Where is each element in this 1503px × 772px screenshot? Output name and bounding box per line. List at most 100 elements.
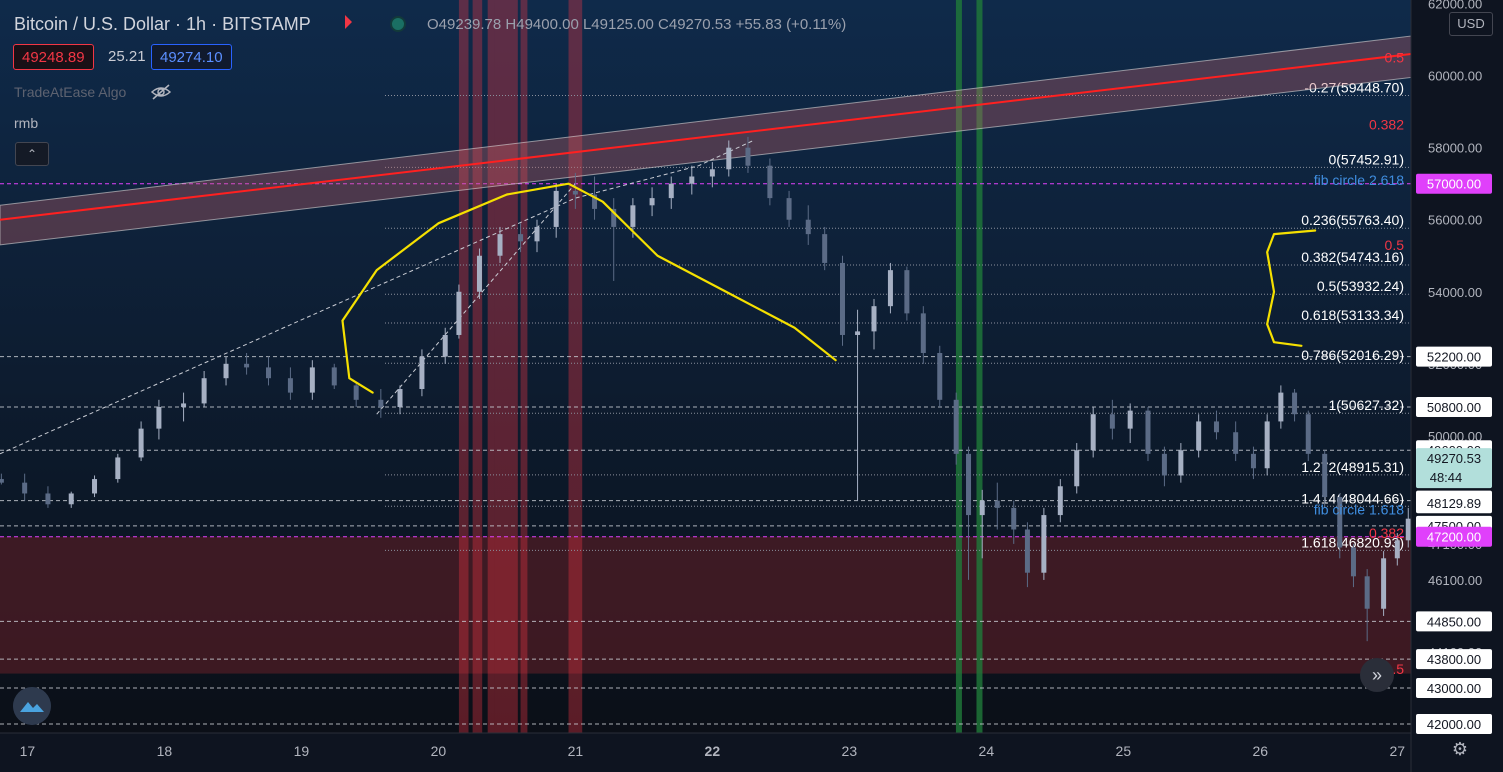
candle-61 [1161, 446, 1167, 487]
y-tick-label-11: 58000.00 [1428, 141, 1482, 156]
candle-body-1 [22, 482, 28, 494]
candle-59 [1127, 403, 1133, 444]
fib-circle-label-0: fib circle 2.618 [1314, 172, 1404, 188]
candle-8 [181, 392, 187, 422]
candle-body-66 [1250, 453, 1256, 469]
x-tick-label-3: 20 [431, 743, 447, 759]
candle-43 [871, 298, 877, 350]
candle-body-63 [1196, 421, 1202, 451]
green-line-0 [955, 0, 962, 733]
candle-22 [476, 248, 482, 299]
price-tag-label-2: 50800.00 [1427, 400, 1481, 415]
red-band-3 [494, 0, 518, 733]
currency-button[interactable]: USD [1449, 12, 1493, 36]
price-tag-5 [1416, 493, 1492, 514]
symbol-title[interactable]: Bitcoin / U.S. Dollar · 1h · BITSTAMP [14, 14, 311, 34]
price-tag-9 [1416, 649, 1492, 670]
candle-72 [1337, 493, 1343, 559]
candle-51 [994, 482, 1000, 530]
candle-body-38 [786, 198, 792, 220]
candle-62 [1178, 443, 1184, 483]
candle-body-72 [1337, 497, 1343, 548]
indicator-legend-algo[interactable]: TradeAtEase Algo [14, 84, 127, 100]
candle-body-43 [871, 306, 877, 332]
candle-body-64 [1213, 421, 1219, 433]
red-band-5 [568, 0, 583, 733]
indicator-legend-rmb[interactable]: rmb [14, 115, 39, 131]
candle-body-49 [966, 453, 972, 516]
candle-20 [442, 327, 448, 364]
trendline-dashed-2 [376, 183, 576, 415]
fib-label-5: 0.618(53133.34) [1301, 307, 1404, 323]
x-tick-label-2: 19 [294, 743, 310, 759]
candle-35 [726, 140, 732, 177]
price-tag-label-1: 52200.00 [1427, 350, 1481, 365]
candle-body-5 [115, 457, 121, 480]
candle-body-62 [1178, 450, 1184, 476]
candle-75 [1381, 551, 1387, 616]
candle-10 [223, 356, 229, 386]
tradingview-logo-icon[interactable] [13, 687, 51, 725]
yellow-curve [341, 182, 837, 394]
price-tag-label-8: 44850.00 [1427, 614, 1481, 629]
candle-body-74 [1364, 576, 1370, 609]
candle-body-18 [397, 389, 403, 408]
candle-14 [309, 360, 315, 400]
candle-body-35 [726, 147, 732, 170]
candle-44 [887, 262, 893, 314]
candle-body-75 [1381, 558, 1387, 609]
candle-39 [805, 205, 811, 245]
red-label-3: 0.382 [1369, 525, 1404, 541]
candle-21 [456, 284, 462, 339]
sell-price-button[interactable]: 49248.89 [13, 44, 94, 70]
y-tick-label-7: 50000.00 [1428, 429, 1482, 444]
candle-63 [1196, 414, 1202, 458]
candle-body-56 [1074, 450, 1080, 487]
candle-body-29 [611, 208, 617, 227]
x-tick-label-10: 27 [1390, 743, 1406, 759]
fib-circle-label-1: fib circle 1.618 [1314, 501, 1404, 517]
price-axis [1411, 0, 1503, 772]
candle-70 [1305, 410, 1311, 462]
green-line-1 [976, 0, 983, 733]
price-tag-label-9: 43800.00 [1427, 652, 1481, 667]
scroll-to-realtime-button[interactable]: » [1360, 658, 1394, 692]
candle-15 [331, 363, 337, 390]
candle-body-69 [1292, 392, 1298, 415]
channel-midline [0, 53, 1412, 221]
last-price-tag [1416, 448, 1492, 489]
candle-54 [1041, 507, 1047, 580]
collapse-legend-button[interactable]: ⌃ [15, 142, 49, 166]
candle-52 [1011, 500, 1017, 544]
candle-69 [1292, 389, 1298, 422]
red-band-1 [472, 0, 483, 733]
candle-body-32 [668, 183, 674, 199]
buy-price-button[interactable]: 49274.10 [151, 44, 232, 70]
candle-body-34 [709, 169, 715, 177]
fib-label-7: 1(50627.32) [1328, 397, 1404, 413]
candle-body-7 [156, 407, 162, 429]
flag-icon[interactable] [345, 15, 352, 29]
price-tag-8 [1416, 611, 1492, 632]
x-tick-label-6: 23 [842, 743, 858, 759]
candle-23 [497, 226, 503, 263]
candle-3 [68, 491, 74, 508]
candle-46 [920, 306, 926, 364]
price-tag-label-11: 42000.00 [1427, 717, 1481, 732]
candle-body-4 [92, 479, 98, 494]
gear-icon[interactable]: ⚙ [1451, 739, 1469, 759]
fib-label-6: 0.786(52016.29) [1301, 347, 1404, 363]
candle-4 [92, 475, 98, 498]
candle-body-8 [181, 403, 187, 408]
fib-label-10: 1.618(46820.93) [1301, 534, 1404, 550]
red-label-2: 0.5 [1385, 237, 1405, 253]
candle-body-14 [309, 367, 315, 393]
hidden-eye-icon[interactable] [150, 83, 172, 101]
fib-label-1: 0(57452.91) [1328, 151, 1404, 167]
candle-body-31 [649, 198, 655, 206]
candle-68 [1278, 385, 1284, 429]
candle-50 [979, 489, 985, 559]
candle-body-33 [689, 176, 695, 184]
